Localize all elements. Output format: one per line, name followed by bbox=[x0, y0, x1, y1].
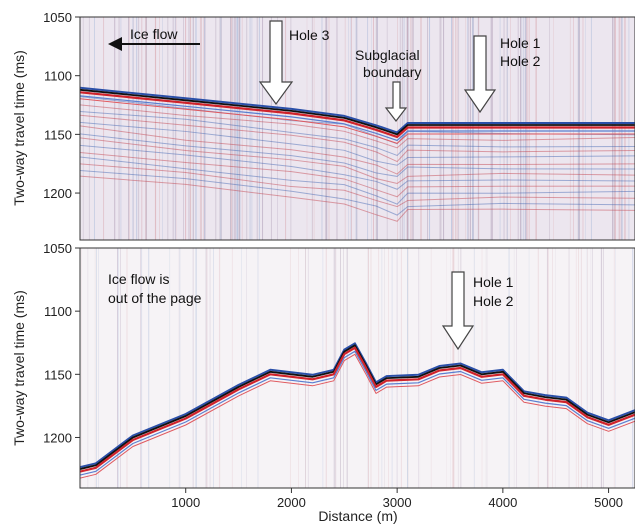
bottom-panel-background bbox=[80, 248, 635, 488]
hole-1-2-arrow-bottom bbox=[441, 271, 475, 351]
bottom-panel-frame bbox=[79, 247, 635, 489]
x-tick-label: 4000 bbox=[488, 495, 517, 510]
y-tick-label: 1050 bbox=[43, 10, 72, 25]
noise-reflection bbox=[80, 137, 635, 185]
ice-flow-out-label-line2: out of the page bbox=[108, 290, 202, 306]
reflector-band bbox=[80, 350, 635, 476]
ice-flow-out-label-line1: Ice flow is bbox=[108, 271, 169, 287]
y-tick-label: 1200 bbox=[43, 186, 72, 201]
y-tick-label: 1100 bbox=[44, 69, 72, 84]
reflector-band bbox=[80, 95, 635, 141]
hole-1-2-arrow-top bbox=[463, 35, 497, 114]
top-annotations: Ice flow Hole 3 Subglacial boundary Hole… bbox=[108, 20, 541, 122]
y-tick-label: 1050 bbox=[43, 241, 72, 256]
x-tick-label: 2000 bbox=[277, 495, 306, 510]
reflector-band bbox=[80, 86, 635, 134]
x-tick-label: 1000 bbox=[171, 495, 200, 510]
y-tick-label: 1150 bbox=[44, 367, 72, 382]
noise-reflection bbox=[80, 156, 635, 205]
noise-reflection bbox=[80, 110, 635, 157]
x-axis-title: Distance (m) bbox=[318, 508, 397, 524]
ice-flow-arrow bbox=[108, 37, 200, 51]
noise-reflection bbox=[80, 163, 635, 208]
reflector-band bbox=[80, 346, 635, 473]
y-tick-label: 1200 bbox=[43, 430, 72, 445]
top-y-axis-title: Two-way travel time (ms) bbox=[11, 50, 27, 206]
ice-flow-label: Ice flow bbox=[130, 26, 178, 42]
x-tick-label: 3000 bbox=[383, 495, 412, 510]
bottom-x-axis: 1000 2000 3000 4000 5000 bbox=[171, 488, 623, 510]
noise-reflection bbox=[80, 175, 635, 222]
noise-reflection bbox=[80, 114, 635, 163]
noise-reflection bbox=[80, 104, 635, 149]
bottom-y-axis: 1050 1100 1150 1200 bbox=[43, 241, 80, 445]
reflector-band bbox=[80, 353, 635, 479]
top-panel-frame bbox=[79, 16, 635, 241]
hole-2-label-top: Hole 2 bbox=[500, 53, 541, 69]
bottom-annotations: Ice flow is out of the page Hole 1 Hole … bbox=[108, 271, 514, 351]
reflector-line bbox=[80, 88, 635, 136]
noise-reflection bbox=[80, 169, 635, 216]
top-panel-reflector bbox=[80, 86, 635, 144]
bottom-panel-reflector bbox=[80, 342, 635, 479]
hole-3-arrow bbox=[258, 20, 294, 106]
hole-1-label-top: Hole 1 bbox=[500, 35, 541, 51]
noise-reflection bbox=[80, 125, 635, 175]
reflector-band bbox=[80, 342, 635, 469]
reflector-band bbox=[80, 98, 635, 144]
hole-1-label-bottom: Hole 1 bbox=[473, 274, 514, 290]
top-y-axis: 1050 1100 1150 1200 bbox=[43, 10, 80, 201]
y-tick-label: 1100 bbox=[44, 304, 72, 319]
hole-2-label-bottom: Hole 2 bbox=[473, 293, 514, 309]
bottom-panel: 1050 1100 1150 1200 1000 2000 3000 4000 5000 Tw… bbox=[11, 241, 635, 524]
bottom-y-axis-title: Two-way travel time (ms) bbox=[11, 290, 27, 446]
y-tick-label: 1150 bbox=[44, 127, 72, 142]
reflector-band bbox=[80, 91, 635, 138]
x-tick-label: 5000 bbox=[594, 495, 623, 510]
noise-reflection bbox=[80, 152, 635, 198]
subglacial-boundary-arrow bbox=[384, 81, 408, 122]
subglacial-boundary-label-line1: Subglacial bbox=[355, 47, 420, 63]
noise-reflection bbox=[80, 121, 635, 166]
subglacial-boundary-label-line2: boundary bbox=[363, 64, 421, 80]
noise-reflection bbox=[80, 144, 635, 190]
top-panel: 1050 1100 1150 1200 Two-way travel time (ms… bbox=[11, 10, 635, 241]
hole-3-label: Hole 3 bbox=[289, 27, 330, 43]
noise-reflection bbox=[80, 133, 635, 177]
reflector-line bbox=[80, 344, 635, 470]
